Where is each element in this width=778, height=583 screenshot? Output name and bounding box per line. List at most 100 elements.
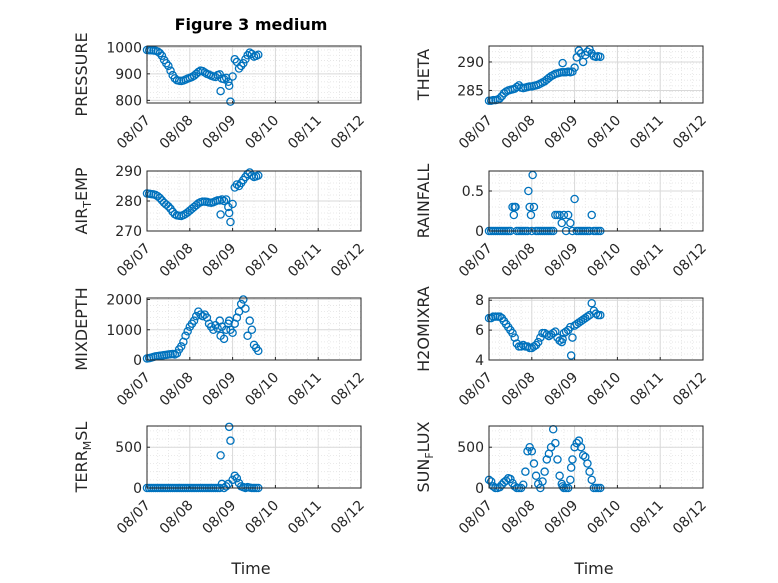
- y-tick-label: 4: [475, 353, 484, 369]
- y-tick-label: 500: [457, 440, 484, 456]
- x-tick-label: 08/10: [242, 370, 282, 410]
- y-tick-label: 270: [115, 224, 142, 240]
- x-tick-label: 08/11: [627, 498, 667, 538]
- data-point: [495, 482, 504, 492]
- x-tick-label: 08/08: [499, 498, 539, 538]
- data-point: [198, 311, 207, 321]
- y-axis-label: PRESSURE: [72, 32, 91, 116]
- data-point: [553, 455, 562, 464]
- data-point: [568, 333, 577, 342]
- x-tick-label: 08/12: [328, 370, 368, 410]
- data-point: [587, 210, 596, 220]
- data-point: [570, 442, 579, 452]
- x-tick-label: 08/09: [542, 370, 582, 410]
- data-point: [585, 467, 594, 476]
- x-tick-label: 08/09: [200, 241, 240, 281]
- x-tick-label: 08/09: [200, 498, 240, 538]
- x-tick-label: 08/11: [627, 241, 667, 281]
- x-tick-label: 08/07: [456, 498, 496, 538]
- x-tick-label: 08/11: [627, 370, 667, 410]
- x-tick-label: 08/11: [285, 370, 325, 410]
- data-point: [566, 475, 575, 485]
- data-point: [587, 475, 596, 485]
- y-axis-label: SUNFLUX: [414, 421, 436, 492]
- data-point: [228, 199, 237, 209]
- data-point: [219, 334, 229, 344]
- data-point: [216, 86, 225, 96]
- subplot-grid: 08/07 08/08 08/09 08/10 08/11 08/128009001000…: [72, 32, 710, 537]
- y-tick-label: 290: [115, 164, 142, 180]
- data-point: [526, 210, 536, 220]
- y-label-tail: LUX: [414, 421, 433, 452]
- x-tick-label: 08/11: [285, 113, 325, 153]
- subplot-sunflux: 08/07 08/08 08/09 08/10 08/11 08/12 0 500 SUNFLU…: [414, 421, 710, 537]
- data-point: [524, 186, 533, 196]
- data-point: [157, 196, 167, 205]
- data-point: [531, 471, 541, 481]
- data-point: [542, 455, 552, 464]
- data-point: [254, 346, 263, 356]
- y-label-tail: SL: [72, 422, 91, 441]
- x-axis-label-right: Time: [573, 559, 613, 578]
- data-point: [228, 328, 237, 338]
- data-point: [525, 442, 534, 452]
- x-tick-label: 08/12: [670, 498, 710, 538]
- y-tick-label: 500: [115, 440, 142, 456]
- x-tick-label: 08/10: [584, 370, 624, 410]
- data-point: [576, 442, 586, 452]
- data-point: [224, 208, 234, 218]
- y-tick-label: 0: [475, 224, 484, 240]
- data-point: [209, 325, 218, 335]
- data-point: [232, 473, 242, 483]
- data-point: [216, 451, 225, 460]
- data-point: [557, 218, 567, 228]
- data-point: [221, 195, 231, 204]
- data-point: [155, 48, 165, 58]
- data-point: [162, 200, 171, 209]
- y-tick-label: 0: [133, 353, 142, 369]
- y-label-subscript: T: [81, 201, 94, 209]
- data-point: [239, 295, 248, 304]
- x-tick-label: 08/10: [242, 113, 282, 153]
- axes-box: [488, 170, 704, 232]
- data-point: [578, 451, 588, 460]
- data-point: [241, 304, 250, 313]
- y-axis-label: MIXDEPTH: [72, 287, 91, 370]
- data-point: [243, 331, 252, 341]
- y-label-main: SUN: [414, 459, 433, 493]
- x-tick-label: 08/12: [328, 113, 368, 153]
- y-label-main: MIXDEPTH: [72, 287, 91, 370]
- data-point: [236, 299, 246, 309]
- data-point: [489, 482, 498, 491]
- y-axis-label: TERRMSL: [72, 422, 94, 494]
- subplot-theta: 08/07 08/08 08/09 08/10 08/11 08/12 285 290 THET…: [414, 45, 710, 153]
- data-point: [551, 438, 560, 448]
- x-tick-label: 08/08: [157, 113, 197, 153]
- data-point: [247, 49, 257, 59]
- data-point: [164, 61, 173, 71]
- data-point: [587, 298, 596, 308]
- data-point: [499, 89, 509, 98]
- data-point: [583, 459, 592, 468]
- x-tick-label: 08/07: [456, 370, 496, 410]
- data-point: [153, 47, 162, 56]
- x-tick-label: 08/11: [285, 498, 325, 538]
- x-tick-label: 08/11: [627, 113, 667, 153]
- y-axis-label: RAINFALL: [414, 164, 433, 239]
- data-point: [563, 210, 573, 220]
- y-label-main: PRESSURE: [72, 32, 91, 116]
- data-point: [162, 58, 171, 68]
- y-label-main: AIR: [72, 208, 91, 235]
- data-point: [508, 328, 517, 338]
- y-label-main: THETA: [414, 49, 433, 101]
- data-point: [558, 334, 567, 344]
- y-label-main: TERR: [72, 450, 91, 493]
- data-point: [183, 327, 192, 336]
- data-point: [224, 422, 234, 432]
- data-point: [548, 328, 558, 338]
- x-tick-label: 08/08: [157, 241, 197, 281]
- x-tick-label: 08/08: [157, 370, 197, 410]
- data-point: [540, 467, 549, 476]
- data-point: [224, 77, 233, 87]
